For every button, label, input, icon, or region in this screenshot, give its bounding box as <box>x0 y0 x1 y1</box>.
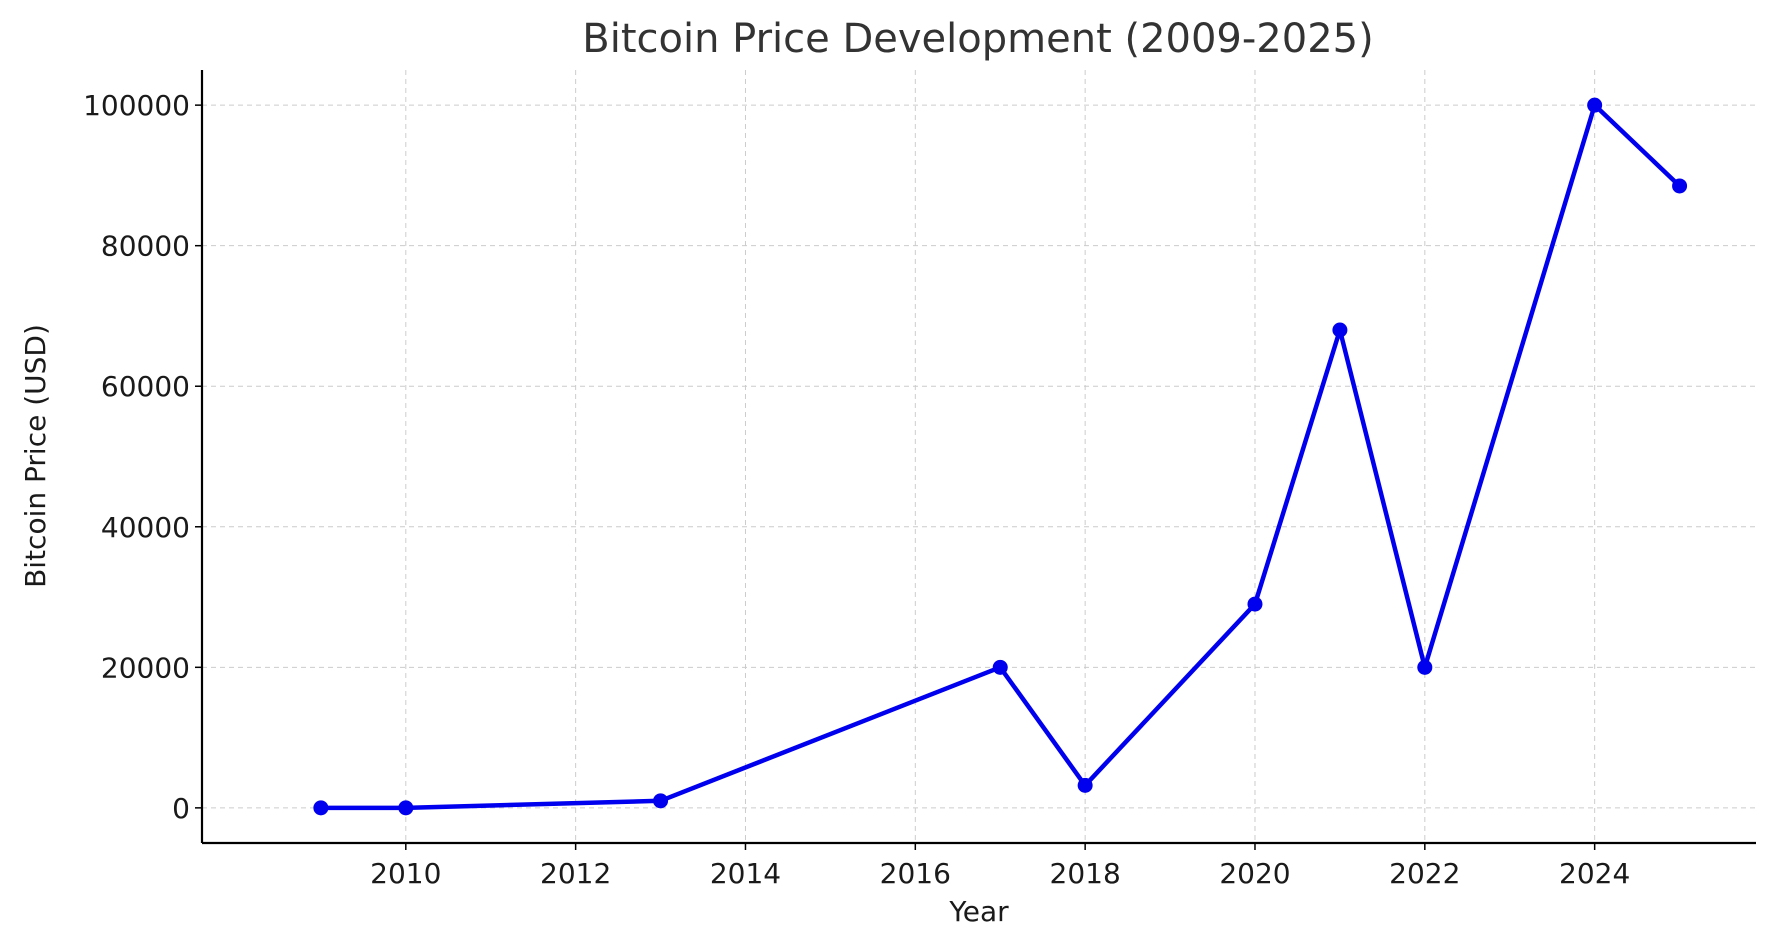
x-tick-label: 2014 <box>710 857 781 890</box>
x-axis-label: Year <box>948 895 1009 928</box>
data-point <box>1247 596 1263 612</box>
x-tick-label: 2018 <box>1050 857 1121 890</box>
x-tick-label: 2020 <box>1219 857 1290 890</box>
data-point <box>1077 777 1093 793</box>
y-tick-label: 80000 <box>101 230 190 263</box>
y-tick-label: 100000 <box>83 89 190 122</box>
y-tick-label: 0 <box>172 792 190 825</box>
x-tick-label: 2010 <box>370 857 441 890</box>
data-point <box>313 800 329 816</box>
data-point <box>992 659 1008 675</box>
series-layer <box>313 97 1688 816</box>
x-tick-label: 2016 <box>880 857 951 890</box>
data-point <box>1672 178 1688 194</box>
x-tick-label: 2024 <box>1559 857 1630 890</box>
data-point <box>653 793 669 809</box>
tick-layer: 2010 2012 2014 2016 2018 2020 2022 2024 0 20000 40… <box>83 89 1630 890</box>
chart-title: Bitcoin Price Development (2009-2025) <box>582 16 1373 62</box>
y-axis-label: Bitcoin Price (USD) <box>19 324 52 588</box>
data-point <box>398 800 414 816</box>
data-point <box>1417 659 1433 675</box>
y-tick-label: 40000 <box>101 511 190 544</box>
x-tick-label: 2022 <box>1389 857 1460 890</box>
data-point <box>1587 97 1603 113</box>
y-tick-label: 60000 <box>101 370 190 403</box>
data-point <box>1332 322 1348 338</box>
y-tick-label: 20000 <box>101 651 190 684</box>
grid-layer <box>202 70 1756 843</box>
series-line <box>318 102 1682 811</box>
x-tick-label: 2012 <box>540 857 611 890</box>
